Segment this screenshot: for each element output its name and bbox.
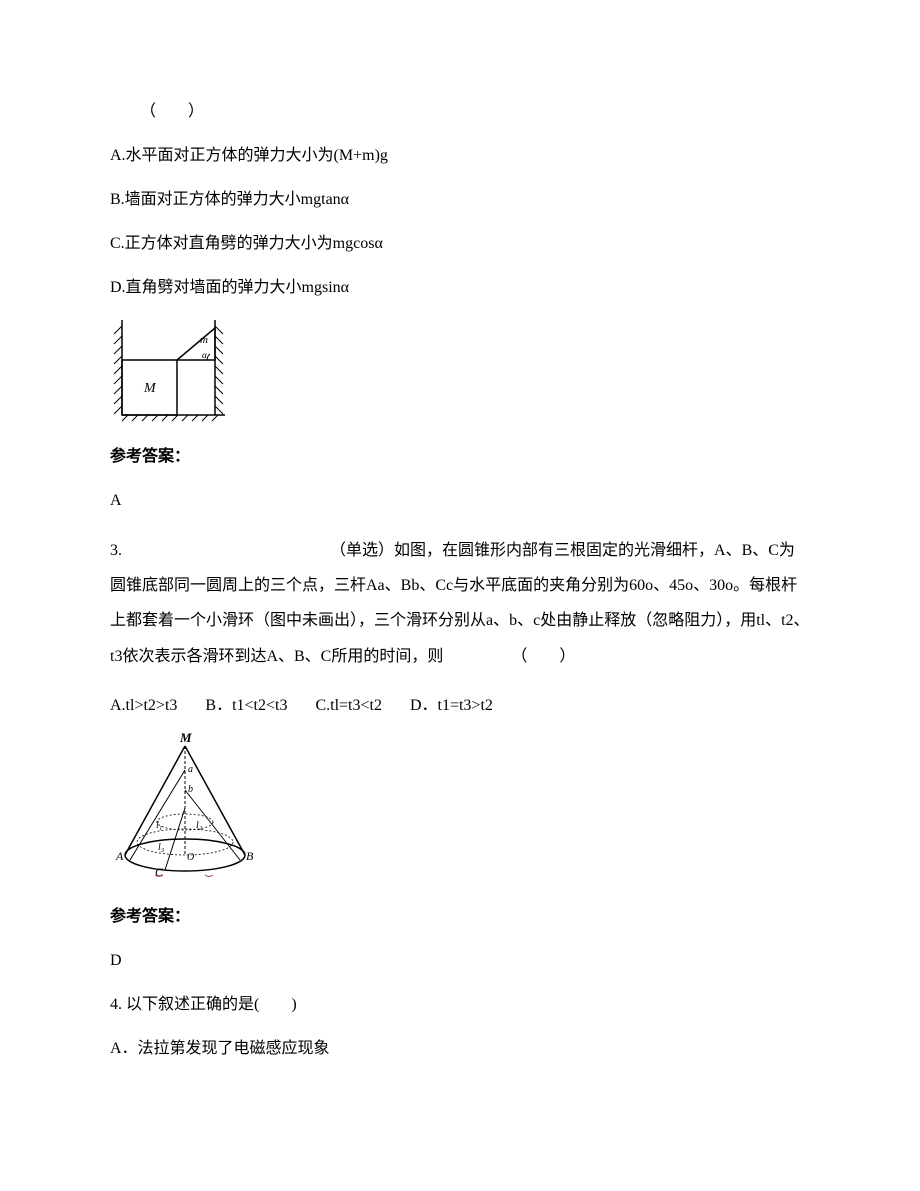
q4-stem: 4. 以下叙述正确的是( )	[110, 993, 810, 1017]
q3-label-B: B	[246, 849, 254, 863]
q3-option-c: C.tl=t3<t2	[315, 697, 382, 714]
q2-label-alpha: α	[202, 350, 207, 360]
q3-label-l2: l₂	[196, 820, 203, 831]
q3-label-A: A	[115, 849, 124, 863]
q3-stem: 3. （单选）如图，在圆锥形内部有三根固定的光滑细杆，A、B、C为圆锥底部同一圆…	[110, 533, 810, 674]
q3-answer-value: D	[110, 949, 810, 973]
q3-option-a: A.tl>t2>t3	[110, 697, 177, 714]
q3-label-b: b	[188, 784, 193, 795]
q3-diagram: M a b l₁ l₂ l₃ A B C O	[110, 730, 810, 885]
q3-paren: （ ）	[511, 648, 575, 665]
q3-label-l3: l₃	[158, 842, 165, 853]
q3-option-d: D．t1=t3>t2	[410, 697, 493, 714]
q4-stem-text: 以下叙述正确的是( )	[126, 996, 297, 1013]
q2-answer-value: A	[110, 489, 810, 513]
q3-label-a: a	[188, 764, 193, 775]
q2-option-b: B.墙面对正方体的弹力大小mgtanα	[110, 188, 810, 212]
q3-stem-text: 如图，在圆锥形内部有三根固定的光滑细杆，A、B、C为圆锥底部同一圆周上的三个点，…	[110, 542, 810, 665]
q2-option-a: A.水平面对正方体的弹力大小为(M+m)g	[110, 144, 810, 168]
q3-label-O: O	[187, 852, 194, 863]
q2-paren: （ ）	[140, 100, 810, 124]
q3-number: 3.	[110, 542, 122, 559]
q4-option-a: A．法拉第发现了电磁感应现象	[110, 1037, 810, 1061]
q2-option-d: D.直角劈对墙面的弹力大小mgsinα	[110, 276, 810, 300]
q3-tag: （单选）	[330, 542, 394, 559]
q2-label-M: M	[143, 381, 157, 396]
q2-label-m: m	[200, 334, 208, 346]
q3-label-l1: l₁	[156, 820, 162, 831]
q3-options-row: A.tl>t2>t3 B．t1<t2<t3 C.tl=t3<t2 D．t1=t3…	[110, 694, 810, 718]
q4-number: 4.	[110, 996, 126, 1013]
q2-option-c: C.正方体对直角劈的弹力大小为mgcosα	[110, 232, 810, 256]
q3-label-M: M	[179, 730, 192, 745]
q2-answer-label: 参考答案：	[110, 445, 810, 469]
q3-option-b: B．t1<t2<t3	[205, 697, 287, 714]
q3-answer-label: 参考答案：	[110, 905, 810, 929]
q2-diagram: M m α	[110, 320, 810, 425]
